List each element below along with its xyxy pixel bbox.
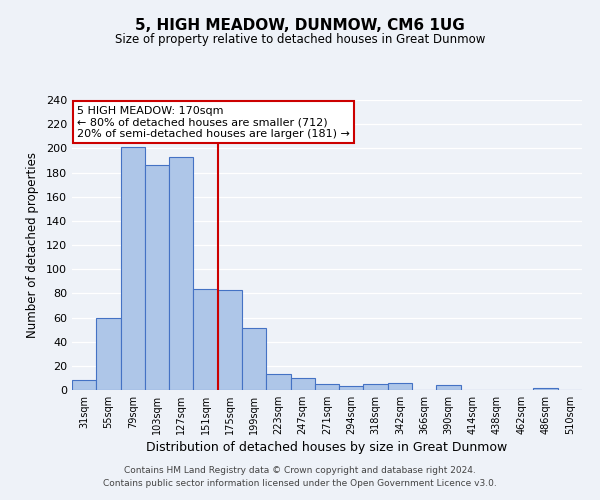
Bar xyxy=(436,385,461,390)
Bar xyxy=(145,166,169,390)
Text: Contains HM Land Registry data © Crown copyright and database right 2024.
Contai: Contains HM Land Registry data © Crown c… xyxy=(103,466,497,487)
Bar xyxy=(266,374,290,390)
Bar xyxy=(364,384,388,390)
Bar xyxy=(315,384,339,390)
Bar xyxy=(218,290,242,390)
Bar xyxy=(290,378,315,390)
Bar xyxy=(242,328,266,390)
Bar xyxy=(96,318,121,390)
Bar xyxy=(533,388,558,390)
Y-axis label: Number of detached properties: Number of detached properties xyxy=(26,152,39,338)
Bar xyxy=(339,386,364,390)
Text: 5, HIGH MEADOW, DUNMOW, CM6 1UG: 5, HIGH MEADOW, DUNMOW, CM6 1UG xyxy=(135,18,465,32)
Bar xyxy=(169,157,193,390)
Bar xyxy=(193,288,218,390)
Text: Size of property relative to detached houses in Great Dunmow: Size of property relative to detached ho… xyxy=(115,32,485,46)
Bar xyxy=(72,380,96,390)
Text: 5 HIGH MEADOW: 170sqm
← 80% of detached houses are smaller (712)
20% of semi-det: 5 HIGH MEADOW: 170sqm ← 80% of detached … xyxy=(77,106,350,139)
Bar xyxy=(121,147,145,390)
X-axis label: Distribution of detached houses by size in Great Dunmow: Distribution of detached houses by size … xyxy=(146,441,508,454)
Bar xyxy=(388,383,412,390)
